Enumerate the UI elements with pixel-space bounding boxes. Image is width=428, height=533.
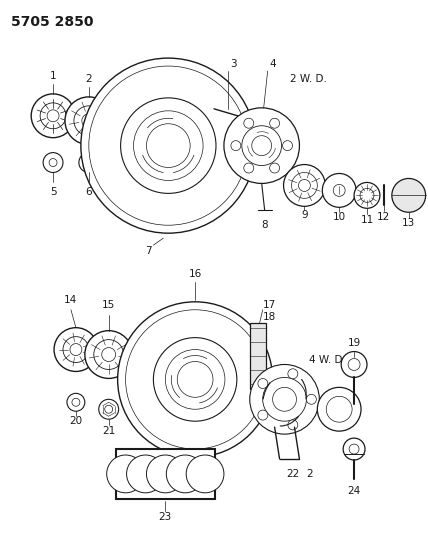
Circle shape	[125, 310, 265, 449]
Circle shape	[288, 420, 298, 430]
Text: 4 W. D.: 4 W. D.	[309, 354, 346, 365]
Text: 5705 2850: 5705 2850	[11, 15, 94, 29]
Circle shape	[348, 359, 360, 370]
Text: 3: 3	[230, 59, 237, 69]
Circle shape	[341, 352, 367, 377]
Circle shape	[47, 110, 59, 122]
Circle shape	[322, 173, 356, 207]
Circle shape	[63, 337, 89, 362]
Text: 15: 15	[102, 300, 115, 310]
Circle shape	[258, 410, 268, 420]
Circle shape	[298, 180, 310, 191]
Circle shape	[231, 141, 241, 151]
Text: 5: 5	[50, 188, 56, 197]
Text: 2: 2	[306, 469, 313, 479]
Circle shape	[317, 387, 361, 431]
Circle shape	[65, 97, 113, 144]
Circle shape	[282, 141, 292, 151]
Text: 9: 9	[301, 210, 308, 220]
Circle shape	[121, 98, 216, 193]
Circle shape	[165, 350, 225, 409]
Circle shape	[49, 158, 57, 166]
Circle shape	[74, 106, 104, 136]
Circle shape	[107, 455, 145, 493]
Text: 22: 22	[286, 469, 299, 479]
Bar	[116, 449, 215, 499]
Circle shape	[166, 455, 204, 493]
Circle shape	[288, 369, 298, 379]
Circle shape	[326, 397, 352, 422]
Circle shape	[146, 455, 184, 493]
Text: 10: 10	[333, 212, 346, 222]
Circle shape	[354, 182, 380, 208]
Text: 16: 16	[188, 269, 202, 279]
Circle shape	[94, 340, 124, 369]
Circle shape	[146, 124, 190, 167]
Circle shape	[333, 184, 345, 196]
Circle shape	[252, 136, 272, 156]
Circle shape	[153, 337, 237, 421]
Text: 19: 19	[348, 337, 361, 348]
Circle shape	[244, 118, 254, 128]
Circle shape	[72, 398, 80, 406]
Circle shape	[67, 393, 85, 411]
Circle shape	[40, 103, 66, 129]
Text: 18: 18	[263, 312, 276, 322]
Circle shape	[270, 163, 279, 173]
Text: 11: 11	[360, 215, 374, 225]
Text: 21: 21	[102, 426, 115, 436]
Circle shape	[127, 455, 164, 493]
Circle shape	[360, 188, 374, 203]
Text: 2: 2	[86, 74, 92, 84]
Text: 2 W. D.: 2 W. D.	[289, 74, 327, 84]
Circle shape	[81, 58, 256, 233]
Circle shape	[177, 361, 213, 397]
Circle shape	[85, 158, 93, 166]
Circle shape	[273, 387, 297, 411]
Bar	[250, 322, 266, 389]
Circle shape	[186, 455, 224, 493]
Circle shape	[99, 399, 119, 419]
Text: 8: 8	[262, 220, 268, 230]
Text: 1: 1	[50, 71, 56, 81]
Text: 17: 17	[263, 300, 276, 310]
Circle shape	[291, 173, 317, 198]
Circle shape	[102, 348, 116, 361]
Text: 23: 23	[159, 512, 172, 522]
Text: 12: 12	[377, 212, 390, 222]
Text: 14: 14	[64, 295, 77, 305]
Circle shape	[118, 302, 273, 457]
Circle shape	[349, 444, 359, 454]
Circle shape	[263, 377, 306, 421]
Circle shape	[89, 66, 248, 225]
Circle shape	[224, 108, 300, 183]
Text: 7: 7	[145, 246, 152, 256]
Text: 4: 4	[270, 59, 276, 69]
Circle shape	[82, 114, 96, 128]
Circle shape	[70, 344, 82, 356]
Circle shape	[43, 152, 63, 173]
Circle shape	[283, 165, 325, 206]
Circle shape	[105, 405, 113, 413]
Circle shape	[54, 328, 98, 372]
Circle shape	[85, 330, 133, 378]
Circle shape	[134, 111, 203, 181]
Circle shape	[258, 378, 268, 389]
Circle shape	[343, 438, 365, 460]
Circle shape	[242, 126, 282, 166]
Circle shape	[392, 179, 425, 212]
Circle shape	[306, 394, 316, 404]
Circle shape	[31, 94, 75, 138]
Text: 20: 20	[69, 416, 83, 426]
Text: 13: 13	[402, 218, 415, 228]
Circle shape	[244, 163, 254, 173]
Circle shape	[79, 152, 99, 173]
Text: 6: 6	[86, 188, 92, 197]
Circle shape	[250, 365, 319, 434]
Text: 24: 24	[348, 486, 361, 496]
Circle shape	[270, 118, 279, 128]
